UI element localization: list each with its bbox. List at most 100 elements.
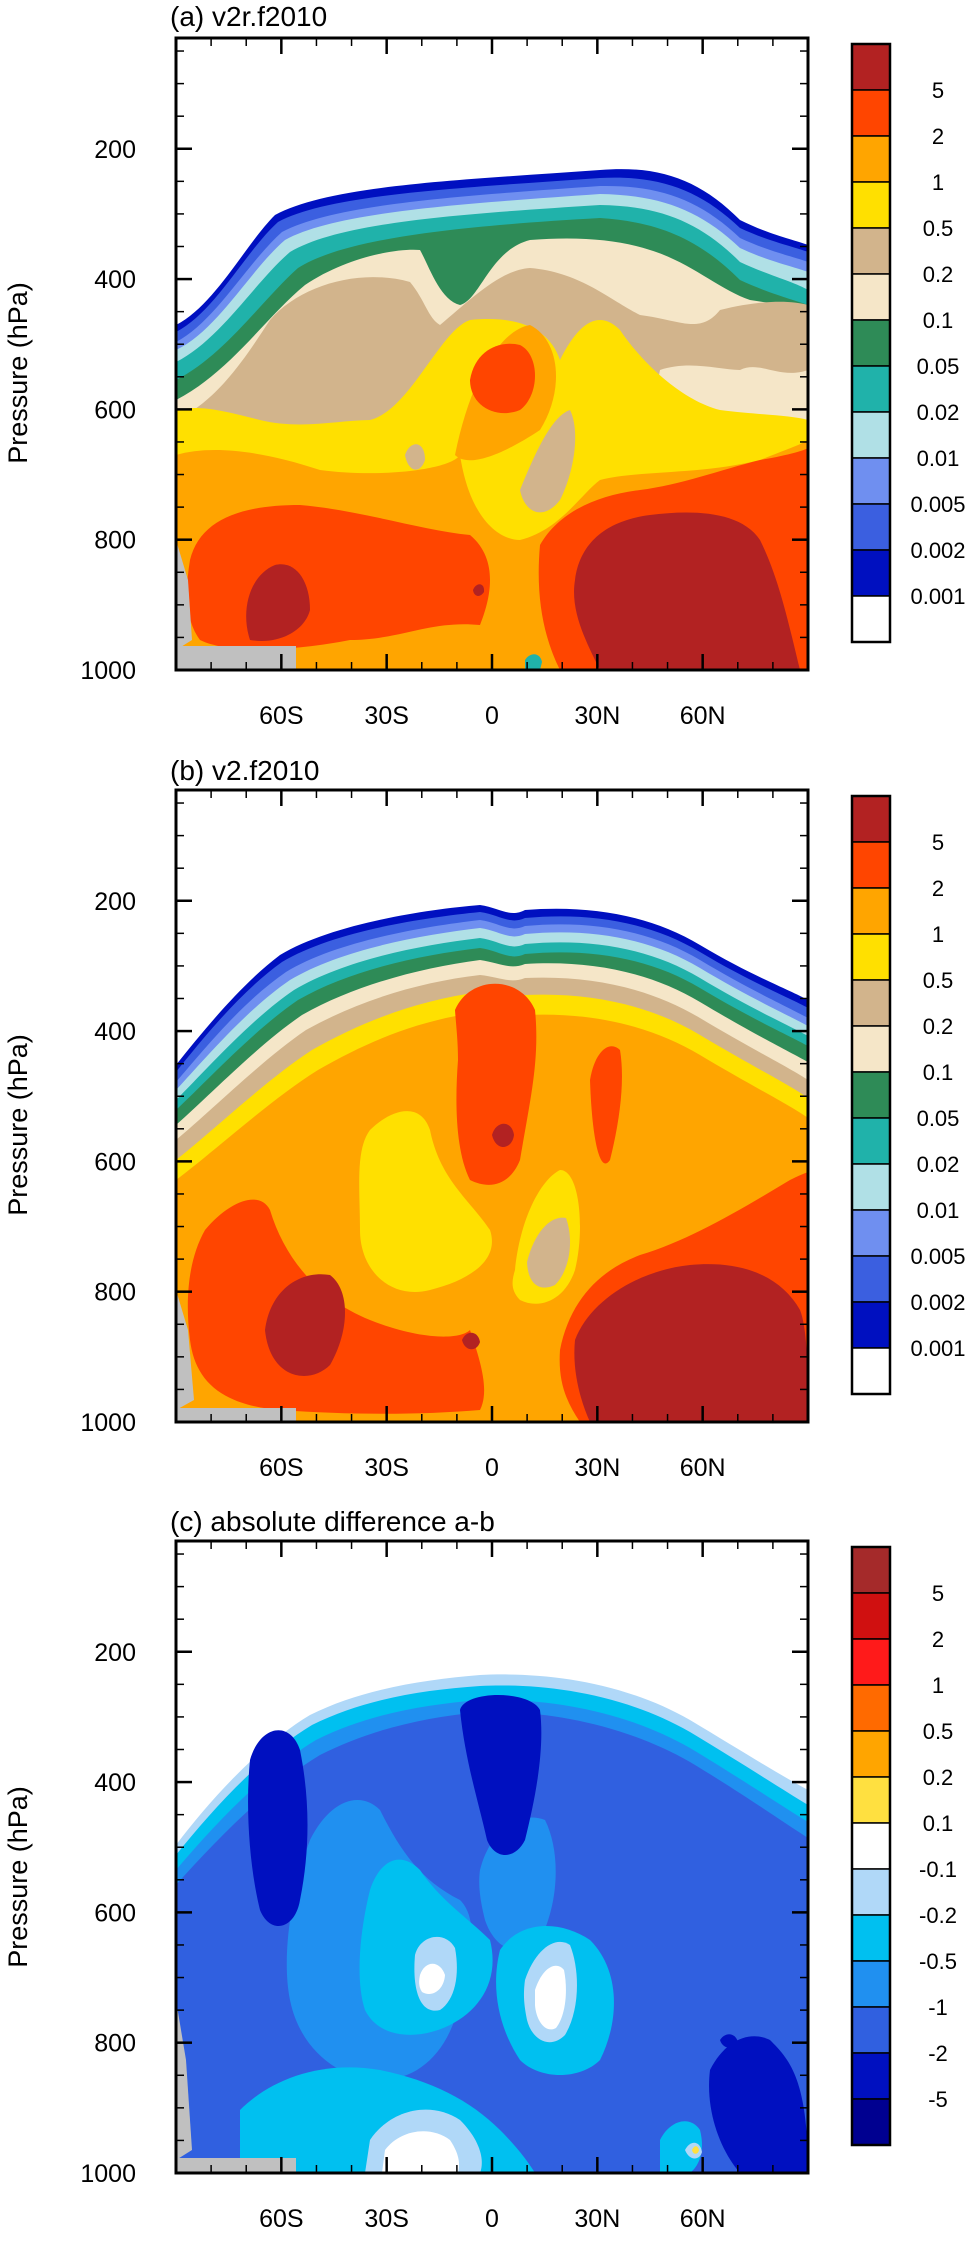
colorbar-label: 1 <box>932 922 944 947</box>
colorbar-swatch <box>851 1071 891 1119</box>
panel-b-contours <box>176 905 808 1422</box>
x-tick-label: 0 <box>485 702 499 730</box>
colorbar-swatch <box>851 411 891 459</box>
colorbar-swatch <box>851 795 891 843</box>
colorbar-label: 0.2 <box>923 262 954 287</box>
panel-c-colorbar: 5 2 1 0.5 0.2 0.1 -0.1 -0.2 -0.5 -1 -2 -5 <box>850 1545 957 2147</box>
y-tick-label: 400 <box>94 1018 136 1046</box>
panel-c: (c) absolute difference a-b Pressure (hP… <box>3 1506 957 2233</box>
colorbar-swatch <box>851 887 891 935</box>
colorbar-swatch <box>851 1255 891 1303</box>
x-tick-label: 60N <box>680 2205 726 2233</box>
panel-b-title: (b) v2.f2010 <box>170 755 319 786</box>
colorbar-swatch <box>851 365 891 413</box>
y-tick-label: 600 <box>94 1899 136 1927</box>
colorbar-swatch <box>851 1117 891 1165</box>
colorbar-label: -0.2 <box>919 1903 957 1928</box>
y-tick-label: 800 <box>94 1279 136 1307</box>
x-tick-label: 30S <box>364 1454 408 1482</box>
y-tick-label: 600 <box>94 1148 136 1176</box>
panel-c-title: (c) absolute difference a-b <box>170 1506 495 1537</box>
y-tick-label: 1000 <box>80 2160 136 2188</box>
colorbar-swatch <box>851 457 891 505</box>
colorbar-label: 0.01 <box>917 446 960 471</box>
colorbar-label: 5 <box>932 830 944 855</box>
y-tick-label: 400 <box>94 266 136 294</box>
y-tick-label: 800 <box>94 2030 136 2058</box>
colorbar-label: -5 <box>928 2087 948 2112</box>
panel-a: (a) v2r.f2010 Pressure (hPa) <box>3 1 966 730</box>
colorbar-swatch <box>851 181 891 229</box>
colorbar-label: 0.1 <box>923 308 954 333</box>
colorbar-swatch <box>851 1822 891 1870</box>
colorbar-label: 2 <box>932 1627 944 1652</box>
panel-a-ylabel: Pressure (hPa) <box>3 282 33 464</box>
panel-c-contours <box>176 1674 808 2173</box>
x-tick-label: 0 <box>485 2205 499 2233</box>
colorbar-swatch <box>851 1776 891 1824</box>
colorbar-label: 0.02 <box>917 1152 960 1177</box>
x-tick-label: 30S <box>364 2205 408 2233</box>
panel-b-ylabel: Pressure (hPa) <box>3 1034 33 1216</box>
colorbar-frame <box>850 794 892 1396</box>
colorbar-label: 0.001 <box>910 584 965 609</box>
colorbar-swatch <box>851 1730 891 1778</box>
colorbar-label: 0.5 <box>923 968 954 993</box>
colorbar-frame <box>850 42 892 644</box>
panel-a-colorbar: 5 2 1 0.5 0.2 0.1 0.05 0.02 0.01 0.005 0.002 0.001 <box>850 42 966 644</box>
colorbar-swatch <box>851 273 891 321</box>
colorbar-label: -0.5 <box>919 1949 957 1974</box>
colorbar-swatch <box>851 2098 891 2146</box>
x-tick-label: 0 <box>485 1454 499 1482</box>
x-tick-label: 30N <box>574 702 620 730</box>
colorbar-label: 0.005 <box>910 492 965 517</box>
y-tick-label: 400 <box>94 1769 136 1797</box>
y-tick-label: 800 <box>94 527 136 555</box>
colorbar-swatch <box>851 595 891 643</box>
colorbar-label: 0.001 <box>910 1336 965 1361</box>
colorbar-label: 0.002 <box>910 538 965 563</box>
colorbar-frame <box>850 1545 892 2147</box>
panel-b-axes: 200 400 600 800 1000 60S 30S 0 30N 60N <box>80 790 808 1482</box>
colorbar-swatch <box>851 89 891 137</box>
colorbar-label: 1 <box>932 1673 944 1698</box>
colorbar-label: 0.1 <box>923 1060 954 1085</box>
panel-a-title: (a) v2r.f2010 <box>170 1 327 32</box>
colorbar-label: 0.002 <box>910 1290 965 1315</box>
colorbar-swatch <box>851 1684 891 1732</box>
y-tick-label: 600 <box>94 396 136 424</box>
colorbar-label: -2 <box>928 2041 948 2066</box>
x-tick-label: 60S <box>259 2205 303 2233</box>
colorbar-swatch <box>851 1638 891 1686</box>
colorbar-swatch <box>851 227 891 275</box>
colorbar-label: 1 <box>932 170 944 195</box>
y-tick-label: 200 <box>94 1639 136 1667</box>
colorbar-label: 0.01 <box>917 1198 960 1223</box>
colorbar-label: 0.005 <box>910 1244 965 1269</box>
colorbar-swatch <box>851 1347 891 1395</box>
x-tick-label: 30N <box>574 1454 620 1482</box>
colorbar-swatch <box>851 1592 891 1640</box>
y-tick-label: 200 <box>94 888 136 916</box>
panel-b-colorbar: 5 2 1 0.5 0.2 0.1 0.05 0.02 0.01 0.005 0.002 0.001 <box>850 794 966 1396</box>
y-tick-label: 1000 <box>80 1409 136 1437</box>
colorbar-label: 0.5 <box>923 1719 954 1744</box>
x-tick-label: 60S <box>259 702 303 730</box>
x-tick-label: 60S <box>259 1454 303 1482</box>
colorbar-swatch <box>851 319 891 367</box>
colorbar-label: 5 <box>932 1581 944 1606</box>
panel-a-contours <box>176 169 808 670</box>
colorbar-label: 2 <box>932 124 944 149</box>
panel-c-axes: 200 400 600 800 1000 60S 30S 0 30N 60N <box>80 1541 808 2233</box>
colorbar-label: -1 <box>928 1995 948 2020</box>
colorbar-swatch <box>851 1914 891 1962</box>
colorbar-swatch <box>851 1868 891 1916</box>
colorbar-swatch <box>851 1546 891 1594</box>
colorbar-swatch <box>851 1960 891 2008</box>
colorbar-label: 0.1 <box>923 1811 954 1836</box>
colorbar-label: 0.5 <box>923 216 954 241</box>
colorbar-swatch <box>851 2052 891 2100</box>
colorbar-swatch <box>851 503 891 551</box>
x-tick-label: 30S <box>364 702 408 730</box>
